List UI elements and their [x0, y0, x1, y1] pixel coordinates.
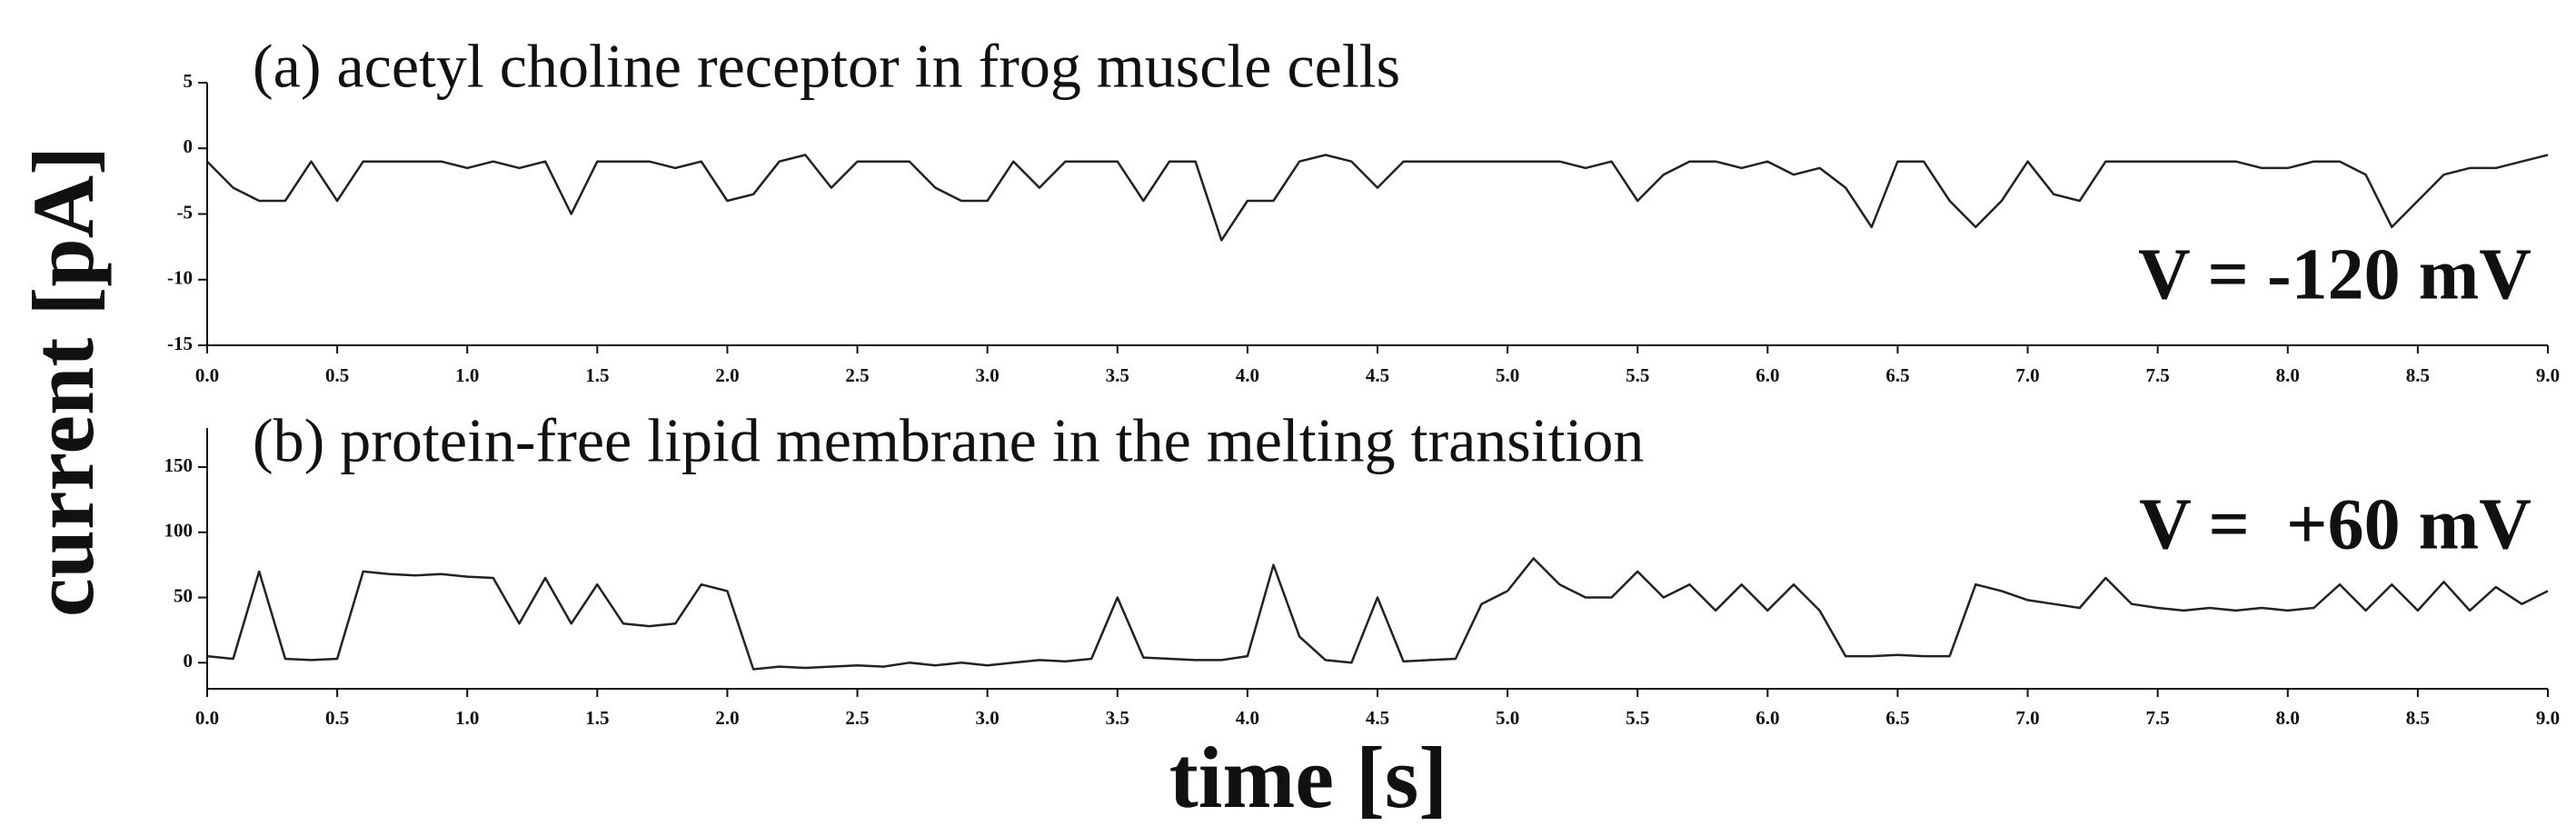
- trace: [206, 557, 2549, 671]
- x-tick-label: 1.5: [585, 364, 609, 386]
- y-tick-label: 150: [164, 454, 194, 476]
- x-tick-label: 3.5: [1106, 364, 1129, 386]
- x-tick-label: 7.5: [2146, 707, 2170, 729]
- voltage-annotation: V = +60 mV: [2139, 484, 2531, 564]
- x-tick-label: 5.0: [1496, 707, 1519, 729]
- y-tick-label: -10: [167, 267, 193, 289]
- x-tick-label: 7.0: [2015, 707, 2039, 729]
- x-tick-label: 6.0: [1755, 707, 1779, 729]
- x-tick-label: 0.0: [195, 364, 219, 386]
- x-tick-label: 8.5: [2406, 707, 2430, 729]
- y-tick-label: -15: [167, 333, 193, 354]
- x-tick-label: 4.0: [1236, 707, 1259, 729]
- trace: [206, 154, 2549, 242]
- x-tick-label: 3.5: [1106, 707, 1129, 729]
- x-tick-label: 4.5: [1366, 364, 1389, 386]
- x-axis-label: time [s]: [1169, 729, 1448, 826]
- x-tick-label: 8.0: [2276, 707, 2300, 729]
- x-tick-label: 5.0: [1496, 364, 1519, 386]
- x-tick-label: 5.5: [1626, 707, 1649, 729]
- x-tick-label: 2.5: [845, 364, 869, 386]
- x-tick-label: 0.5: [325, 707, 349, 729]
- x-tick-label: 1.0: [455, 707, 479, 729]
- x-tick-label: 2.0: [715, 364, 739, 386]
- x-tick-label: 9.0: [2536, 707, 2560, 729]
- x-tick-label: 3.0: [976, 364, 1000, 386]
- y-tick-label: 0: [184, 650, 194, 672]
- x-tick-label: 4.5: [1366, 707, 1389, 729]
- x-tick-label: 2.5: [845, 707, 869, 729]
- x-tick-label: 0.0: [195, 707, 219, 729]
- x-tick-label: 6.0: [1755, 364, 1779, 386]
- x-tick-label: 5.5: [1626, 364, 1649, 386]
- x-tick-label: 9.0: [2536, 364, 2560, 386]
- x-tick-label: 6.5: [1885, 364, 1909, 386]
- y-tick-label: -5: [177, 201, 194, 223]
- x-tick-label: 2.0: [715, 707, 739, 729]
- x-tick-label: 7.5: [2146, 364, 2170, 386]
- y-tick-label: 0: [184, 135, 194, 157]
- x-tick-label: 1.0: [455, 364, 479, 386]
- x-tick-label: 1.5: [585, 707, 609, 729]
- x-tick-label: 6.5: [1885, 707, 1909, 729]
- voltage-annotation: V = -120 mV: [2138, 234, 2531, 314]
- x-tick-label: 8.0: [2276, 364, 2300, 386]
- y-tick-label: 5: [184, 70, 194, 92]
- y-tick-label: 100: [164, 520, 194, 542]
- x-tick-label: 0.5: [325, 364, 349, 386]
- x-tick-label: 8.5: [2406, 364, 2430, 386]
- panel-title: (a) acetyl choline receptor in frog musc…: [253, 32, 1400, 101]
- y-tick-label: 50: [174, 584, 193, 606]
- x-tick-label: 7.0: [2015, 364, 2039, 386]
- y-axis-label: current [pA]: [15, 146, 112, 617]
- panel-title: (b) protein-free lipid membrane in the m…: [253, 406, 1644, 475]
- x-tick-label: 4.0: [1236, 364, 1259, 386]
- x-tick-label: 3.0: [976, 707, 1000, 729]
